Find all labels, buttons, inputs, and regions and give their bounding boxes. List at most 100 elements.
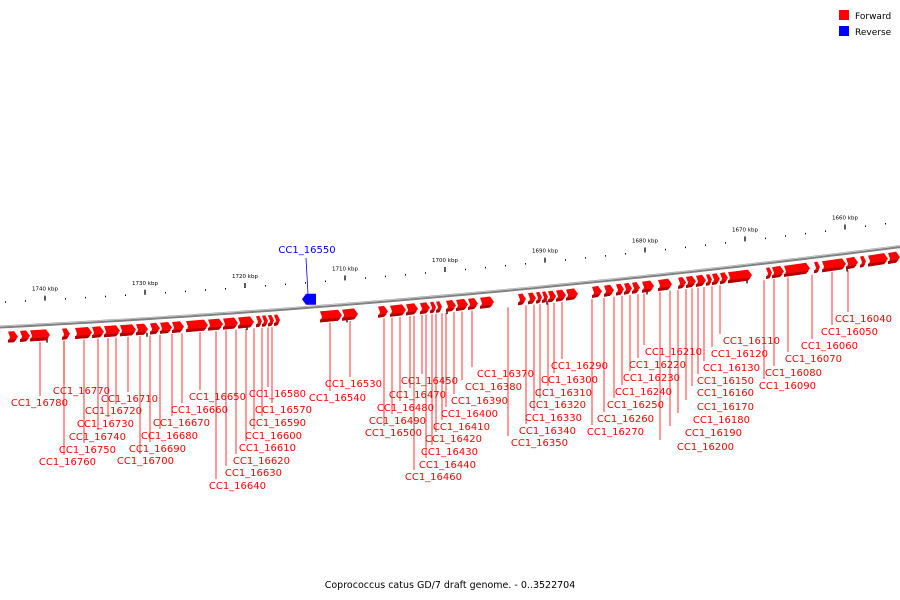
scale-minor-tick [605, 255, 606, 257]
gene-label[interactable]: CC1_16210 [645, 347, 702, 358]
forward-gene-shadow [378, 313, 387, 318]
gene-label[interactable]: CC1_16450 [401, 376, 458, 387]
gene-label[interactable]: CC1_16040 [835, 314, 892, 325]
scale-tick-label: 1740 kbp [32, 287, 58, 293]
forward-gene-shadow [814, 269, 820, 274]
gene-label[interactable]: CC1_16770 [53, 386, 110, 397]
gene-label[interactable]: CC1_16340 [519, 426, 576, 437]
gene-label[interactable]: CC1_16600 [245, 431, 302, 442]
gene-label[interactable]: CC1_16740 [69, 432, 126, 443]
gene-label[interactable]: CC1_16130 [703, 363, 760, 374]
scale-minor-tick [425, 272, 426, 274]
gene-label[interactable]: CC1_16230 [623, 373, 680, 384]
gene-label[interactable]: CC1_16620 [233, 456, 290, 467]
scale-tick-label: 1700 kbp [432, 258, 458, 264]
legend-forward-swatch [839, 10, 849, 20]
gene-label[interactable]: CC1_16710 [101, 394, 158, 405]
scale-minor-tick [385, 275, 386, 278]
gene-label[interactable]: CC1_16380 [465, 382, 522, 393]
scale-minor-tick [365, 277, 366, 279]
gene-label[interactable]: CC1_16180 [693, 415, 750, 426]
forward-gene-shadow [430, 309, 436, 314]
gene-label[interactable]: CC1_16750 [59, 445, 116, 456]
gene-label[interactable]: CC1_16480 [377, 403, 434, 414]
gene-label[interactable]: CC1_16050 [821, 327, 878, 338]
gene-label[interactable]: CC1_16160 [697, 388, 754, 399]
gene-label[interactable]: CC1_16150 [697, 376, 754, 387]
forward-gene-shadow [712, 281, 719, 286]
gene-label[interactable]: CC1_16580 [249, 389, 306, 400]
forward-gene-shadow [238, 324, 253, 329]
gene-label[interactable]: CC1_16240 [615, 387, 672, 398]
forward-gene-shadow [75, 335, 91, 339]
gene-label[interactable]: CC1_16420 [425, 434, 482, 445]
forward-gene-shadow [548, 298, 555, 303]
forward-gene-shadow [436, 309, 442, 313]
gene-label[interactable]: CC1_16070 [785, 354, 842, 365]
gene-label[interactable]: CC1_16330 [525, 413, 582, 424]
gene-label[interactable]: CC1_16290 [551, 361, 608, 372]
forward-gene-shadow [528, 300, 535, 305]
gene-label[interactable]: CC1_16500 [365, 428, 422, 439]
gene-label[interactable]: CC1_16570 [255, 405, 312, 416]
gene-label[interactable]: CC1_16610 [239, 443, 296, 454]
gene-label[interactable]: CC1_16460 [405, 472, 462, 483]
gene-label[interactable]: CC1_16680 [141, 431, 198, 442]
gene-label[interactable]: CC1_16120 [711, 349, 768, 360]
gene-label[interactable]: CC1_16400 [441, 409, 498, 420]
gene-label[interactable]: CC1_16700 [117, 456, 174, 467]
gene-label[interactable]: CC1_16640 [209, 481, 266, 492]
gene-label[interactable]: CC1_16350 [511, 438, 568, 449]
gene-label[interactable]: CC1_16410 [433, 422, 490, 433]
gene-label[interactable]: CC1_16670 [153, 418, 210, 429]
forward-gene-shadow [678, 285, 685, 289]
gene-label[interactable]: CC1_16390 [451, 396, 508, 407]
gene-label[interactable]: CC1_16470 [389, 390, 446, 401]
gene-label[interactable]: CC1_16440 [419, 460, 476, 471]
scale-minor-tick [865, 225, 866, 227]
gene-label[interactable]: CC1_16530 [325, 379, 382, 390]
gene-label[interactable]: CC1_16270 [587, 427, 644, 438]
gene-label[interactable]: CC1_16720 [85, 406, 142, 417]
forward-gene-shadow [480, 304, 493, 309]
gene-label[interactable]: CC1_16260 [597, 414, 654, 425]
gene-label[interactable]: CC1_16780 [11, 398, 68, 409]
forward-gene-shadow [846, 264, 857, 270]
gene-label[interactable]: CC1_16690 [129, 444, 186, 455]
gene-label[interactable]: CC1_16320 [529, 400, 586, 411]
gene-label[interactable]: CC1_16630 [225, 468, 282, 479]
gene-label[interactable]: CC1_16590 [249, 418, 306, 429]
forward-gene-shadow [92, 334, 103, 338]
gene-label[interactable]: CC1_16430 [421, 447, 478, 458]
forward-gene-shadow [136, 331, 147, 336]
gene-label[interactable]: CC1_16300 [541, 375, 598, 386]
gene-label[interactable]: CC1_16490 [369, 416, 426, 427]
gene-label[interactable]: CC1_16060 [801, 341, 858, 352]
gene-label[interactable]: CC1_16090 [759, 381, 816, 392]
scale-minor-tick [725, 242, 726, 244]
gene-label[interactable]: CC1_16760 [39, 457, 96, 468]
forward-gene-shadow [172, 329, 183, 333]
forward-gene-shadow [120, 332, 135, 337]
scale-minor-tick [485, 266, 486, 269]
gene-label[interactable]: CC1_16250 [607, 400, 664, 411]
gene-label[interactable]: CC1_16080 [765, 368, 822, 379]
highlighted-gene-label[interactable]: CC1_16550 [278, 245, 335, 256]
gene-label[interactable]: CC1_16310 [535, 388, 592, 399]
gene-label[interactable]: CC1_16370 [477, 369, 534, 380]
gene-label[interactable]: CC1_16650 [189, 392, 246, 403]
gene-label[interactable]: CC1_16540 [309, 393, 366, 404]
gene-label[interactable]: CC1_16200 [677, 442, 734, 453]
reverse-gene-arrow[interactable] [302, 293, 316, 305]
gene-label[interactable]: CC1_16220 [629, 360, 686, 371]
gene-label[interactable]: CC1_16660 [171, 405, 228, 416]
gene-labels: CC1_16780CC1_16770CC1_16760CC1_16750CC1_… [11, 314, 892, 492]
scale-minor-tick [285, 283, 286, 286]
gene-label[interactable]: CC1_16170 [697, 402, 754, 413]
gene-label[interactable]: CC1_16110 [723, 336, 780, 347]
forward-gene-shadow [342, 316, 357, 321]
gene-label[interactable]: CC1_16190 [685, 428, 742, 439]
forward-gene-shadow [784, 270, 809, 277]
gene-label[interactable]: CC1_16730 [77, 419, 134, 430]
